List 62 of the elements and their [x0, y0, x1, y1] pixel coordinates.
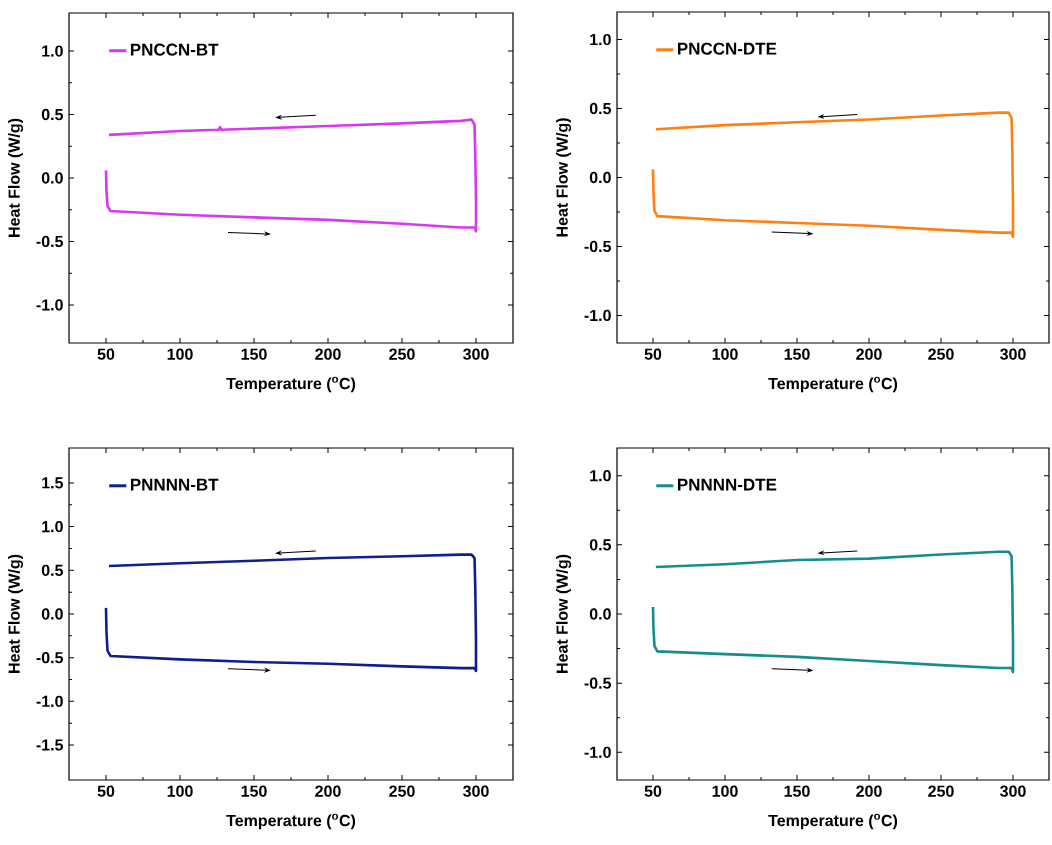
- line-series: [651, 111, 1015, 239]
- x-tick-label: 250: [389, 348, 415, 360]
- y-tick-label: 1.0: [42, 520, 63, 533]
- y-tick-label: 0.5: [589, 102, 612, 115]
- x-tick-label: 150: [784, 785, 810, 797]
- x-axis-title: Temperature ($^{o}$C): [226, 376, 356, 393]
- x-tick-label: 100: [712, 348, 738, 360]
- y-tick-label: 1.0: [590, 33, 611, 46]
- y-axis-title: Heat Flow (W/g): [8, 118, 24, 237]
- y-tick-label: 1.0: [590, 469, 611, 482]
- y-tick-label: -0.5: [584, 240, 612, 253]
- x-tick-label: 50: [644, 785, 662, 797]
- x-tick-label: 100: [167, 348, 193, 360]
- y-axis-title: Heat Flow (W/g): [8, 554, 24, 673]
- y-tick-label: -1.0: [584, 746, 611, 758]
- x-tick-label: 200: [315, 785, 341, 797]
- y-tick-label: 1.0: [42, 45, 63, 57]
- y-tick-label: 0.5: [589, 539, 612, 551]
- y-tick-label: -1.0: [36, 299, 63, 311]
- x-tick-label: 100: [712, 785, 738, 797]
- y-tick-label: 0.0: [41, 608, 63, 620]
- legend-label: PNNNN-BT: [130, 478, 219, 491]
- x-tick-label: 250: [928, 348, 954, 360]
- line-series: [651, 550, 1015, 674]
- y-tick-label: 0.5: [41, 564, 64, 576]
- x-tick-label: 300: [463, 785, 489, 797]
- x-axis-title: Temperature ($^{o}$C): [768, 376, 898, 393]
- x-tick-label: 150: [241, 785, 267, 797]
- y-tick-label: 0.0: [589, 608, 611, 620]
- x-tick-label: 200: [856, 348, 882, 360]
- y-tick-label: -0.5: [36, 235, 64, 248]
- y-tick-label: 0.5: [41, 108, 64, 121]
- x-tick-label: 300: [1000, 348, 1026, 360]
- x-tick-label: 50: [644, 348, 662, 360]
- y-tick-label: -1.5: [36, 739, 64, 751]
- y-axis-title: Heat Flow (W/g): [556, 118, 572, 237]
- y-tick-label: 0.0: [589, 171, 611, 184]
- legend-label: PNCCN-DTE: [677, 42, 777, 55]
- x-tick-label: 150: [784, 348, 810, 360]
- line-series: [104, 553, 478, 673]
- legend-label: PNNNN-DTE: [677, 478, 777, 491]
- y-axis-title: Heat Flow (W/g): [556, 554, 572, 673]
- y-tick-label: -0.5: [584, 677, 612, 689]
- x-axis-title: Temperature ($^{o}$C): [768, 813, 898, 830]
- line-series: [104, 118, 478, 233]
- x-tick-label: 50: [97, 785, 115, 797]
- x-tick-label: 300: [1000, 785, 1026, 797]
- y-tick-label: -1.0: [584, 309, 611, 322]
- x-tick-label: 250: [928, 785, 954, 797]
- x-tick-label: 100: [167, 785, 193, 797]
- legend-label: PNCCN-BT: [130, 43, 219, 56]
- x-tick-label: 50: [97, 348, 115, 360]
- y-tick-label: 1.5: [42, 477, 64, 489]
- y-tick-label: -0.5: [36, 652, 64, 664]
- y-tick-label: -1.0: [36, 695, 63, 708]
- x-tick-label: 200: [315, 348, 341, 360]
- x-tick-label: 300: [463, 348, 489, 360]
- x-tick-label: 150: [241, 348, 267, 360]
- x-tick-label: 250: [389, 785, 415, 797]
- x-tick-label: 200: [856, 785, 882, 797]
- y-tick-label: 0.0: [41, 172, 63, 184]
- x-axis-title: Temperature ($^{o}$C): [226, 813, 356, 830]
